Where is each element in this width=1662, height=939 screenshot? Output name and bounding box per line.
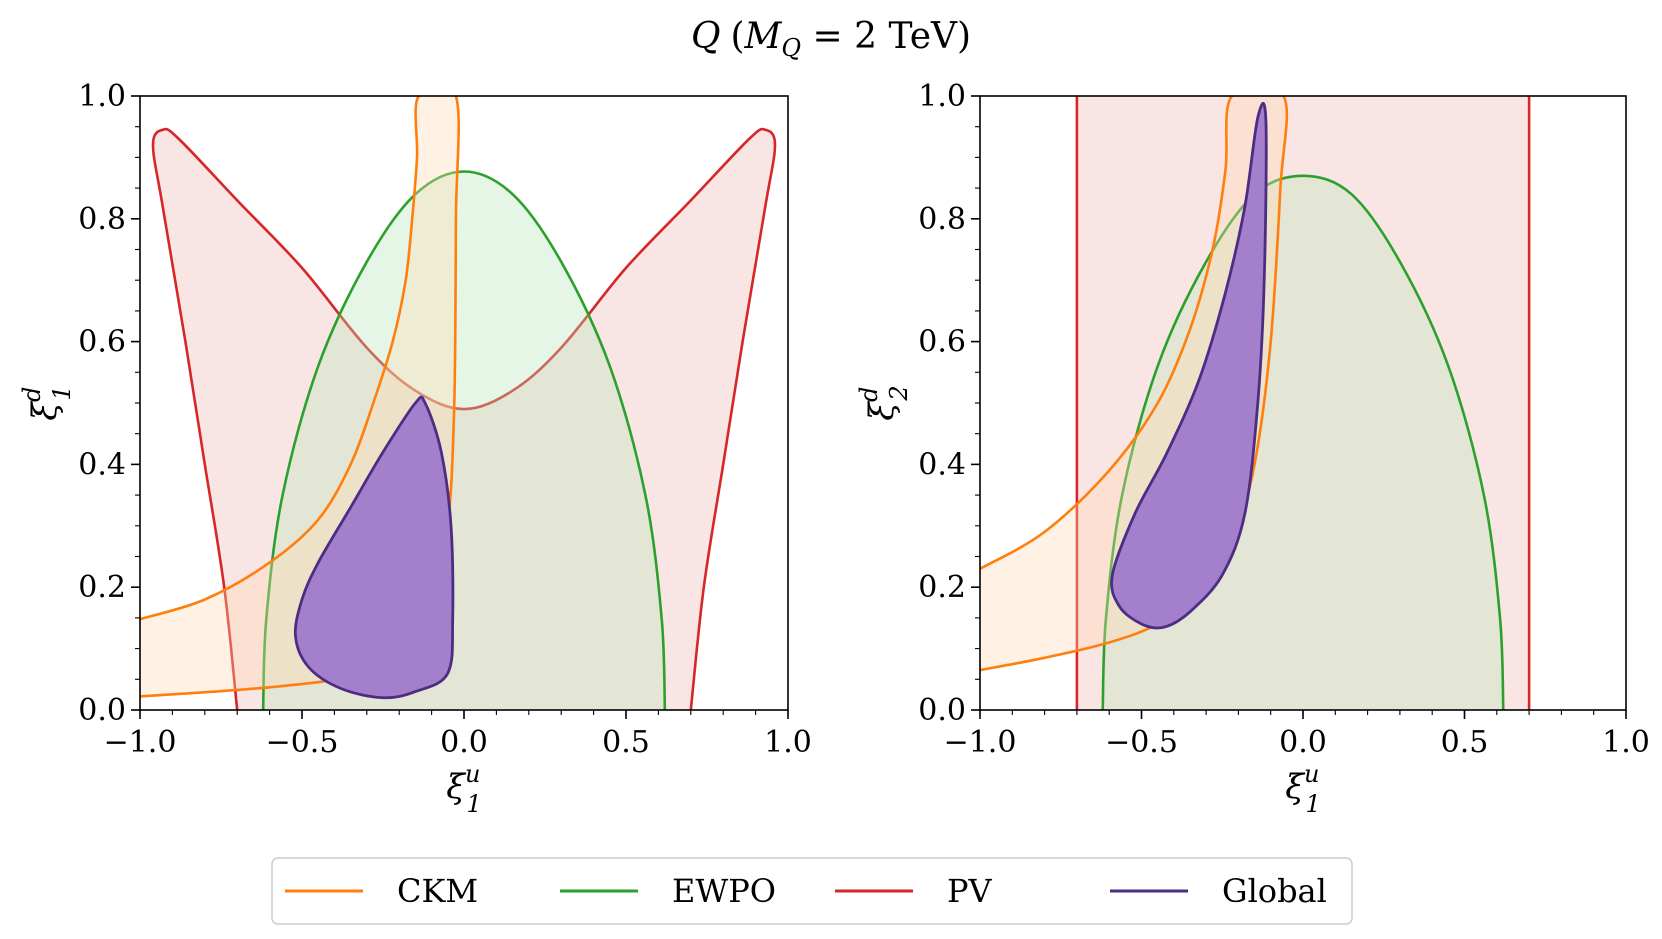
left-x-tick-label: −1.0 [104, 725, 177, 760]
left-regions [140, 96, 777, 710]
right-regions [980, 96, 1531, 710]
right-global-contour [1110, 102, 1268, 630]
left-ticks: −1.0 −0.5 0.0 0.5 1.0 0.0 0.2 0.4 0.6 0.8 1.0 [78, 79, 812, 760]
right-x-tick-label: 0.0 [1279, 725, 1327, 760]
left-y-tick-label: 0.4 [78, 447, 126, 482]
left-pv-contour [151, 127, 777, 710]
right-y-tick-label: 0.6 [918, 325, 966, 360]
right-ticks: −1.0 −0.5 0.0 0.5 1.0 0.0 0.2 0.4 0.6 0.8 1.0 [918, 79, 1650, 760]
right-x-tick-label: −0.5 [1105, 725, 1178, 760]
left-global-region-fill [295, 396, 453, 698]
right-x-tick-label: 1.0 [1602, 725, 1650, 760]
legend-label-ckm: CKM [397, 872, 478, 910]
right-panel: −1.0 −0.5 0.0 0.5 1.00.00.20.40.60.81.0 ξu 1 … [855, 79, 1650, 818]
left-x-axis-label: ξu 1 [446, 760, 481, 818]
right-x-axis-label: ξu 1 [1285, 760, 1320, 818]
figure-title: Q (MQ = 2 TeV) [691, 16, 971, 62]
left-y-tick-label: 0.6 [78, 325, 126, 360]
right-x-tick-label: −1.0 [944, 725, 1017, 760]
left-ewpo-contour [261, 170, 667, 710]
left-x-tick-label: 0.5 [602, 725, 650, 760]
left-pv-region-fill [153, 129, 775, 710]
right-ewpo-contour [1101, 174, 1505, 710]
right-global-region-fill [1111, 103, 1267, 629]
legend-label-global: Global [1222, 872, 1327, 910]
right-y-tick-label: 0.2 [918, 570, 966, 605]
legend: CKM EWPO PV Global [271, 857, 1353, 925]
legend-items: CKM EWPO PV Global [285, 872, 1327, 910]
left-y-tick-label: 0.0 [78, 693, 126, 728]
legend-box [271, 857, 1353, 925]
left-x-tick-label: −0.5 [266, 725, 339, 760]
left-x-tick-label: 0.0 [440, 725, 488, 760]
right-y-tick-label: 0.0 [918, 693, 966, 728]
left-global-contour [293, 395, 455, 700]
left-y-tick-label: 0.8 [78, 202, 126, 237]
left-panel: −1.0 −0.5 0.0 0.5 1.00.00.20.40.60.81.0 ξu 1 … [18, 79, 812, 818]
right-y-axis-label: ξd2 [855, 385, 913, 420]
left-y-tick-label: 0.2 [78, 570, 126, 605]
left-y-tick-label: 1.0 [78, 79, 126, 114]
left-y-axis-label: ξd1 [18, 385, 76, 420]
right-y-tick-label: 0.8 [918, 202, 966, 237]
right-x-tick-label: 0.5 [1441, 725, 1489, 760]
left-x-tick-label: 1.0 [764, 725, 812, 760]
right-y-tick-label: 1.0 [918, 79, 966, 114]
right-y-tick-label: 0.4 [918, 447, 966, 482]
legend-label-ewpo: EWPO [672, 872, 776, 910]
legend-label-pv: PV [947, 872, 993, 910]
